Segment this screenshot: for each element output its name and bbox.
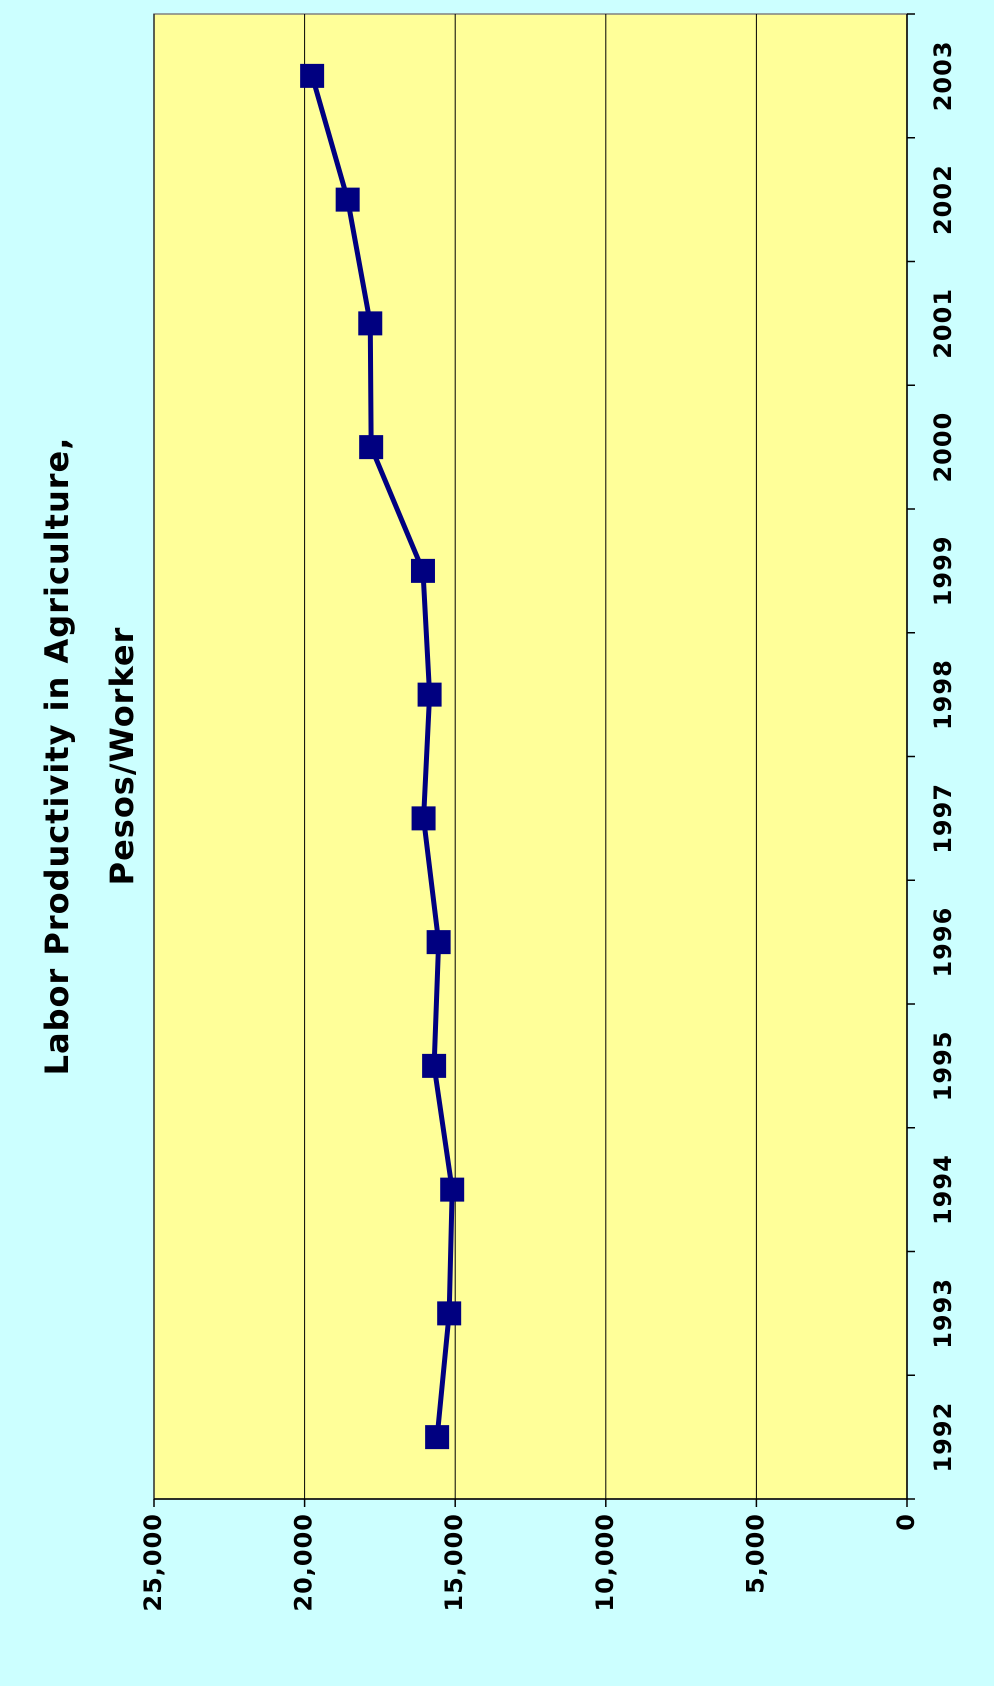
y-tick-label: 25,000 xyxy=(139,1513,167,1612)
y-tick-label: 0 xyxy=(892,1513,920,1531)
x-tick-label: 1992 xyxy=(929,1402,957,1473)
marker xyxy=(358,311,383,336)
y-tick-label: 20,000 xyxy=(290,1513,318,1612)
marker xyxy=(417,682,442,707)
x-tick-label: 1997 xyxy=(929,783,957,854)
marker xyxy=(425,1425,450,1450)
plot-area xyxy=(153,13,908,1500)
x-tick-label: 2003 xyxy=(929,40,957,111)
marker xyxy=(411,806,436,831)
marker xyxy=(410,558,435,583)
x-tick-label: 1996 xyxy=(929,907,957,978)
marker xyxy=(437,1301,462,1326)
x-tick-label: 2001 xyxy=(929,288,957,359)
y-tick-label: 5,000 xyxy=(741,1513,769,1594)
marker xyxy=(335,187,360,212)
rotated-chart: Labor Productivity in Agriculture, Pesos… xyxy=(38,13,957,1612)
chart-title: Pesos/Worker xyxy=(103,627,141,886)
marker xyxy=(422,1053,447,1078)
marker xyxy=(359,435,384,460)
x-tick-label: 1999 xyxy=(929,535,957,606)
marker xyxy=(300,63,325,88)
marker xyxy=(440,1177,465,1202)
x-tick-label: 1993 xyxy=(929,1278,957,1349)
x-tick-label: 1995 xyxy=(929,1030,957,1101)
x-tick-label: 2000 xyxy=(929,412,957,483)
x-tick-label: 1998 xyxy=(929,659,957,730)
x-tick-label: 1994 xyxy=(929,1154,957,1225)
line xyxy=(309,75,455,1438)
chart-title: Labor Productivity in Agriculture, xyxy=(38,437,76,1076)
x-tick-label: 2002 xyxy=(929,164,957,235)
marker xyxy=(426,930,451,955)
y-tick-label: 15,000 xyxy=(440,1513,468,1612)
y-tick-label: 10,000 xyxy=(591,1513,619,1612)
